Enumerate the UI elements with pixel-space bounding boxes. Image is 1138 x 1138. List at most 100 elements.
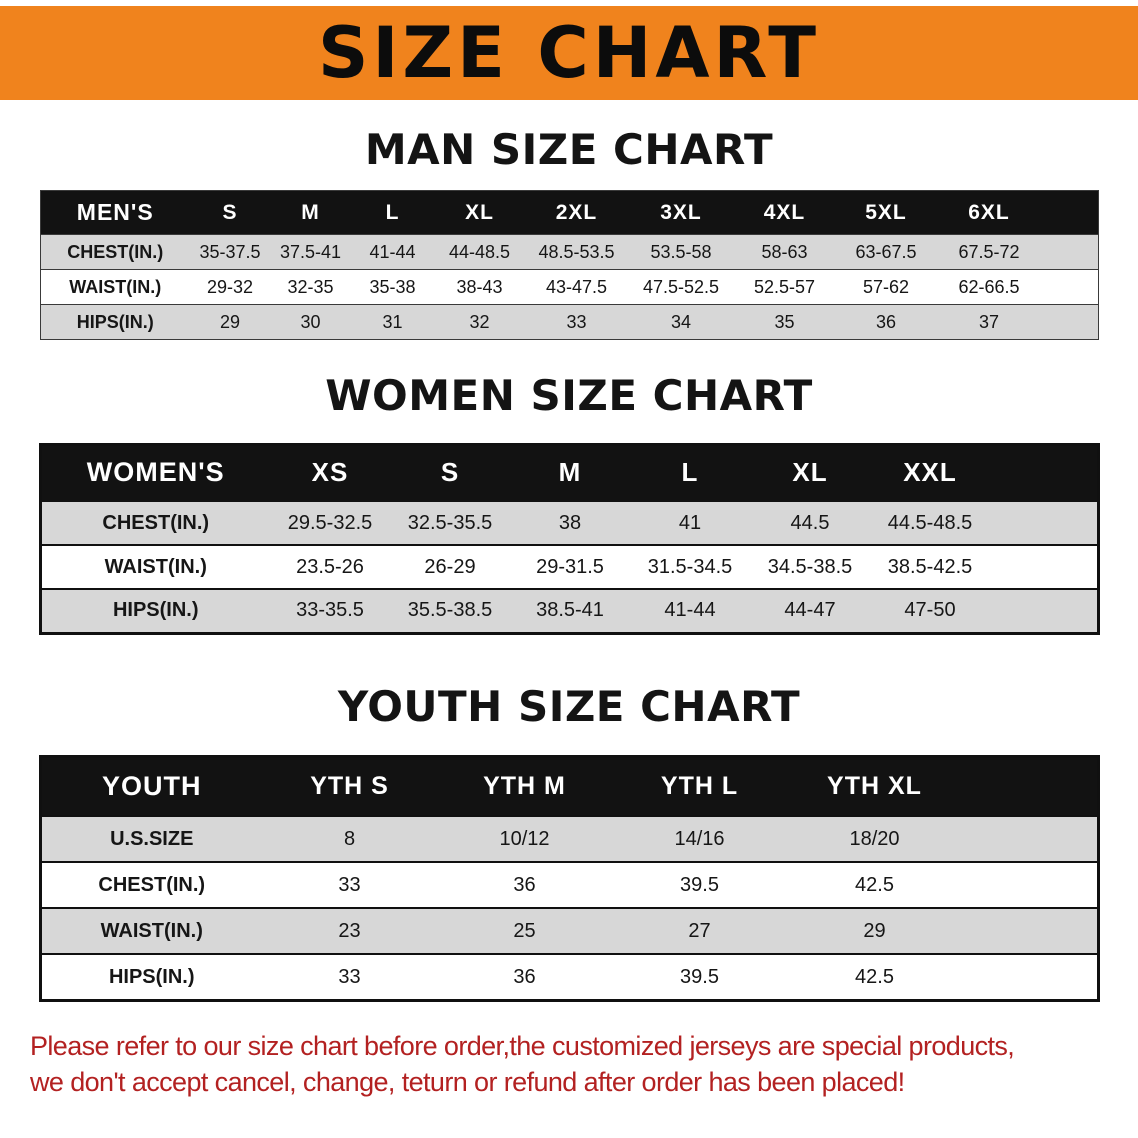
women-size-table: WOMEN'S XS S M L XL XXL CHEST(IN.) 29.5-… <box>38 442 1100 635</box>
size-cell: 29 <box>190 304 270 340</box>
youth-waist-row: WAIST(IN.) 23 25 27 29 <box>40 908 1098 955</box>
size-column-header: M <box>510 444 630 502</box>
spacer-cell <box>1041 190 1098 235</box>
size-cell: 42.5 <box>855 873 894 896</box>
size-column-header: XL <box>750 444 870 502</box>
size-cell: 44-48.5 <box>434 234 525 270</box>
size-cell: 38.5-42.5 <box>887 555 973 578</box>
youth-ussize-row: U.S.SIZE 8 10/12 14/16 18/20 <box>40 816 1098 863</box>
size-cell: 41 <box>630 501 750 546</box>
spacer-cell <box>962 908 1098 955</box>
men-waist-row: WAIST(IN.) 29-32 32-35 35-38 38-43 43-47… <box>40 270 1098 305</box>
size-cell: 58-63 <box>734 234 835 270</box>
women-hips-row: HIPS(IN.) 33-35.5 35.5-38.5 38.5-41 41-4… <box>40 589 1098 634</box>
size-cell: 10/12 <box>437 816 612 863</box>
men-table-corner-label: MEN'S <box>40 190 190 235</box>
size-cell: 29-31.5 <box>536 555 604 578</box>
size-column-header: 5XL <box>835 190 937 235</box>
spacer-cell <box>990 589 1098 634</box>
size-cell: 39.5 <box>680 965 719 988</box>
men-chest-row: CHEST(IN.) 35-37.5 37.5-41 41-44 44-48.5… <box>40 234 1098 270</box>
youth-section-heading: YOUTH SIZE CHART <box>337 681 801 731</box>
size-cell: 52.5-57 <box>753 276 816 297</box>
size-cell: 14/16 <box>612 816 787 863</box>
row-label: WAIST(IN.) <box>69 276 162 297</box>
size-cell: 48.5-53.5 <box>525 234 628 270</box>
youth-hips-row: HIPS(IN.) 33 36 39.5 42.5 <box>40 954 1098 1001</box>
size-cell: 32 <box>434 304 525 340</box>
size-cell: 38-43 <box>456 276 503 297</box>
size-cell: 30 <box>270 304 351 340</box>
size-cell: 25 <box>437 908 612 955</box>
row-label: HIPS(IN.) <box>40 304 190 340</box>
size-cell: 32.5-35.5 <box>390 501 510 546</box>
youth-table-corner-label: YOUTH <box>40 756 262 817</box>
size-cell: 42.5 <box>855 965 894 988</box>
women-size-section: WOMEN SIZE CHART WOMEN'S XS S M L XL XXL… <box>0 371 1138 635</box>
size-cell: 39.5 <box>680 873 719 896</box>
row-label: CHEST(IN.) <box>98 873 206 896</box>
size-cell: 38 <box>510 501 630 546</box>
women-table-corner-label: WOMEN'S <box>40 444 270 502</box>
youth-size-table: YOUTH YTH S YTH M YTH L YTH XL U.S.SIZE … <box>38 754 1100 1002</box>
youth-table-header-row: YOUTH YTH S YTH M YTH L YTH XL <box>40 756 1098 817</box>
size-cell: 36 <box>513 873 536 896</box>
size-cell: 35 <box>734 304 835 340</box>
spacer-cell <box>962 756 1098 817</box>
youth-chest-row: CHEST(IN.) 33 36 39.5 42.5 <box>40 862 1098 909</box>
size-cell: 33-35.5 <box>270 589 390 634</box>
row-label: CHEST(IN.) <box>40 501 270 546</box>
size-cell: 18/20 <box>787 816 962 863</box>
spacer-cell <box>990 545 1098 589</box>
size-column-header: XXL <box>870 444 990 502</box>
size-cell: 33 <box>525 304 628 340</box>
size-cell: 32-35 <box>287 276 334 297</box>
size-cell: 44.5-48.5 <box>870 501 990 546</box>
size-cell: 29-32 <box>206 276 254 297</box>
size-cell: 29.5-32.5 <box>270 501 390 546</box>
size-chart-banner: SIZE CHART <box>0 6 1138 100</box>
size-cell: 38.5-41 <box>510 589 630 634</box>
size-cell: 33 <box>338 965 361 988</box>
size-column-header: 4XL <box>734 190 835 235</box>
row-label: WAIST(IN.) <box>40 908 262 955</box>
size-cell: 35-37.5 <box>190 234 270 270</box>
men-size-table: MEN'S S M L XL 2XL 3XL 4XL 5XL 6XL CHEST… <box>39 190 1099 341</box>
row-label: HIPS(IN.) <box>40 589 270 634</box>
size-cell: 47-50 <box>870 589 990 634</box>
size-column-header: XL <box>434 190 525 235</box>
size-cell: 35.5-38.5 <box>390 589 510 634</box>
size-cell: 41-44 <box>630 589 750 634</box>
spacer-cell <box>962 862 1098 908</box>
row-label: WAIST(IN.) <box>104 555 207 578</box>
spacer-cell <box>1041 270 1098 305</box>
size-cell: 26-29 <box>424 555 476 578</box>
men-hips-row: HIPS(IN.) 29 30 31 32 33 34 35 36 37 <box>40 304 1098 340</box>
size-column-header: YTH L <box>612 756 787 817</box>
size-cell: 31 <box>351 304 434 340</box>
size-cell: 62-66.5 <box>958 276 1020 297</box>
spacer-cell <box>990 444 1098 502</box>
size-cell: 43-47.5 <box>545 276 608 297</box>
size-column-header: 3XL <box>628 190 734 235</box>
women-section-heading: WOMEN SIZE CHART <box>325 371 813 421</box>
size-cell: 34 <box>628 304 734 340</box>
size-cell: 57-62 <box>862 276 910 297</box>
size-cell: 36 <box>835 304 937 340</box>
size-cell: 33 <box>338 873 361 896</box>
size-cell: 44.5 <box>750 501 870 546</box>
youth-size-section: YOUTH SIZE CHART YOUTH YTH S YTH M YTH L… <box>0 681 1138 1002</box>
size-column-header: XS <box>270 444 390 502</box>
size-column-header: 2XL <box>525 190 628 235</box>
footer-line-1: Please refer to our size chart before or… <box>30 1030 1015 1061</box>
banner-title: SIZE CHART <box>317 12 821 94</box>
size-column-header: L <box>630 444 750 502</box>
row-label: HIPS(IN.) <box>108 965 195 988</box>
row-label: CHEST(IN.) <box>40 234 190 270</box>
size-column-header: S <box>390 444 510 502</box>
size-cell: 53.5-58 <box>628 234 734 270</box>
women-waist-row: WAIST(IN.) 23.5-26 26-29 29-31.5 31.5-34… <box>40 545 1098 590</box>
size-cell: 34.5-38.5 <box>767 555 853 578</box>
men-size-section: MAN SIZE CHART MEN'S S M L XL 2XL 3XL 4X… <box>0 125 1138 341</box>
size-cell: 23 <box>262 908 437 955</box>
